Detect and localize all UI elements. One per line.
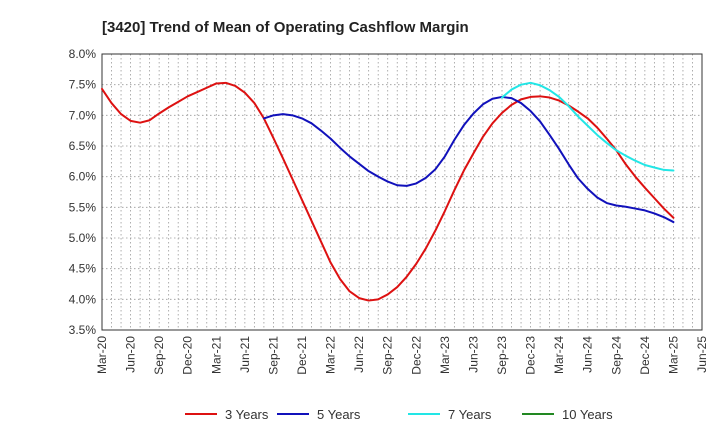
x-tick-label: Dec-24 [638, 336, 652, 375]
x-tick-label: Mar-23 [438, 336, 452, 374]
series-line-7-years [501, 81, 675, 172]
y-axis: 3.5% 4.0% 4.5% 5.0% 5.5% 6.0% 6.5% 7.0% 7.5% 8.0% [69, 47, 97, 337]
y-tick-label: 3.5% [69, 323, 97, 337]
x-axis: Mar-20 Jun-20 Sep-20 Dec-20 Mar-21 Jun-21 Sep-… [95, 336, 709, 375]
y-tick-label: 7.0% [69, 108, 97, 122]
y-tick-label: 6.0% [69, 170, 97, 184]
x-tick-label: Dec-20 [181, 336, 195, 375]
legend: 3 Years 5 Years 7 Years 10 Years [185, 407, 613, 422]
y-tick-label: 8.0% [69, 47, 97, 61]
x-tick-label: Sep-22 [381, 336, 395, 375]
y-tick-label: 5.0% [69, 231, 97, 245]
x-tick-label: Sep-20 [152, 336, 166, 375]
x-tick-label: Jun-25 [695, 336, 709, 373]
legend-label: 7 Years [448, 407, 492, 422]
x-tick-label: Dec-23 [524, 336, 538, 375]
series-line-3-years [101, 81, 675, 302]
x-tick-label: Mar-21 [209, 336, 223, 374]
x-tick-label: Mar-25 [666, 336, 680, 374]
x-tick-label: Sep-23 [495, 336, 509, 375]
y-tick-label: 7.5% [69, 78, 97, 92]
x-tick-label: Jun-24 [581, 336, 595, 373]
x-tick-label: Dec-22 [409, 336, 423, 375]
x-tick-label: Mar-22 [324, 336, 338, 374]
x-tick-label: Sep-21 [266, 336, 280, 375]
y-tick-label: 6.5% [69, 139, 97, 153]
legend-label: 3 Years [225, 407, 269, 422]
y-tick-label: 4.5% [69, 262, 97, 276]
x-tick-label: Jun-23 [466, 336, 480, 373]
plot-frame [101, 53, 703, 331]
x-tick-label: Mar-20 [95, 336, 109, 374]
x-tick-label: Jun-20 [124, 336, 138, 373]
legend-label: 5 Years [317, 407, 361, 422]
legend-label: 10 Years [562, 407, 613, 422]
y-tick-label: 5.5% [69, 200, 97, 214]
x-tick-label: Jun-22 [352, 336, 366, 373]
chart-title: [3420] Trend of Mean of Operating Cashfl… [102, 19, 469, 36]
x-tick-label: Jun-21 [238, 336, 252, 373]
y-tick-label: 4.0% [69, 292, 97, 306]
x-tick-label: Sep-24 [609, 336, 623, 375]
x-tick-label: Mar-24 [552, 336, 566, 374]
series-line-5-years [262, 95, 675, 224]
x-tick-label: Dec-21 [295, 336, 309, 375]
series-layer [101, 81, 675, 302]
